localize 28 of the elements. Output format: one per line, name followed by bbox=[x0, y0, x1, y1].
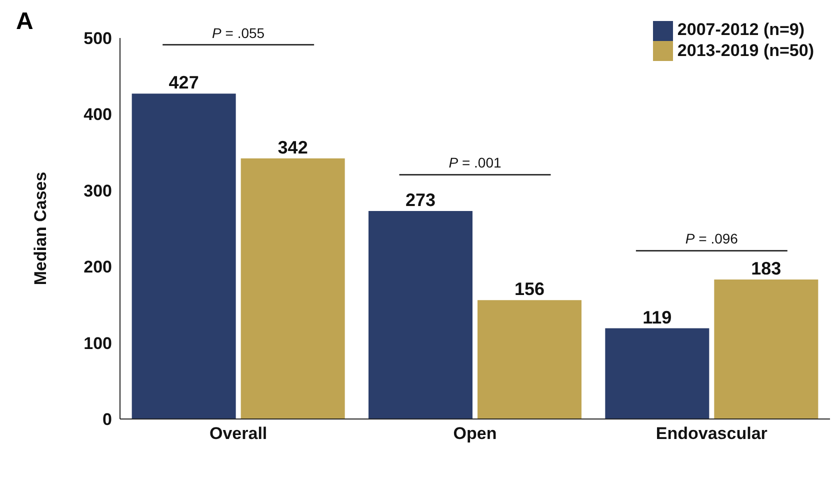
x-tick-label: Overall bbox=[210, 424, 268, 444]
annotation: P = .001 bbox=[448, 154, 502, 171]
y-tick-label: 0 bbox=[102, 410, 112, 430]
bar bbox=[605, 328, 710, 419]
y-tick-label: 200 bbox=[84, 258, 112, 277]
data-label: 427 bbox=[168, 72, 199, 93]
data-label: 183 bbox=[751, 258, 782, 279]
data-label: 273 bbox=[405, 190, 436, 210]
bar bbox=[132, 94, 236, 419]
chart-title: A bbox=[16, 8, 34, 36]
data-label: 119 bbox=[642, 307, 672, 328]
y-tick-label: 100 bbox=[84, 334, 112, 353]
x-tick-label: Open bbox=[453, 424, 497, 444]
y-tick-label: 400 bbox=[84, 105, 112, 124]
y-tick-label: 300 bbox=[84, 181, 112, 200]
bar bbox=[368, 210, 472, 419]
x-tick-label: Endovascular bbox=[656, 424, 768, 444]
annotation: P = .055 bbox=[212, 24, 265, 41]
bar bbox=[478, 300, 582, 419]
data-label: 156 bbox=[514, 279, 545, 300]
legend-label: 2007-2012 (n=9) bbox=[677, 20, 805, 39]
data-label: 342 bbox=[278, 137, 308, 158]
legend-label: 2013-2019 (n=50) bbox=[677, 40, 814, 60]
annotation: P = .096 bbox=[685, 230, 738, 247]
bar bbox=[240, 158, 345, 419]
y-tick-label: 500 bbox=[84, 29, 112, 48]
y-axis-title: Median Cases bbox=[31, 172, 50, 286]
bar bbox=[714, 280, 818, 419]
